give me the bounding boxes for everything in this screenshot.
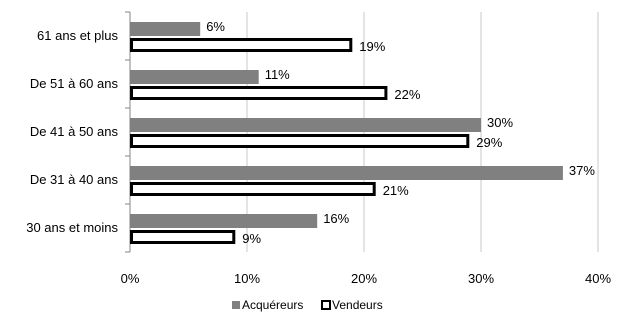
x-tick-label: 20% (351, 271, 377, 286)
category-label: 61 ans et plus (37, 28, 118, 43)
data-label-vendeurs: 21% (383, 183, 409, 198)
data-label-vendeurs: 29% (476, 135, 502, 150)
data-label-acquereurs: 6% (206, 19, 225, 34)
bar-acquereurs (130, 70, 259, 84)
legend-label-vendeurs: Vendeurs (332, 298, 383, 312)
data-label-acquereurs: 30% (487, 115, 513, 130)
bar-vendeurs (130, 230, 236, 244)
data-label-vendeurs: 19% (359, 39, 385, 54)
legend: Acquéreurs Vendeurs (232, 298, 383, 312)
category-labels: 61 ans et plus De 51 à 60 ans De 41 à 50 a… (26, 28, 118, 235)
legend-label-acquereurs: Acquéreurs (242, 298, 303, 312)
data-labels: 6% 19% 11% 22% 30% 29% 37% 21% 16% 9% (206, 19, 595, 246)
category-label: De 51 à 60 ans (30, 76, 119, 91)
legend-swatch-acquereurs (232, 301, 240, 309)
bar-vendeurs (130, 134, 470, 148)
bar-acquereurs (130, 22, 201, 36)
x-tick-labels: 0% 10% 20% 30% 40% (121, 271, 612, 286)
bar-acquereurs (130, 166, 563, 180)
data-label-vendeurs: 22% (394, 87, 420, 102)
bar-vendeurs (130, 86, 388, 100)
bar-vendeurs (130, 38, 353, 52)
category-label: De 41 à 50 ans (30, 124, 119, 139)
category-label: 30 ans et moins (26, 220, 118, 235)
category-label: De 31 à 40 ans (30, 172, 119, 187)
bar-acquereurs (130, 214, 318, 228)
x-tick-label: 10% (234, 271, 260, 286)
data-label-acquereurs: 11% (265, 67, 290, 82)
legend-swatch-vendeurs (321, 300, 331, 310)
bars (130, 22, 563, 244)
x-tick-label: 0% (121, 271, 140, 286)
data-label-acquereurs: 16% (323, 211, 349, 226)
bar-vendeurs (130, 182, 376, 196)
bar-acquereurs (130, 118, 481, 132)
data-label-vendeurs: 9% (242, 231, 261, 246)
x-tick-label: 30% (468, 271, 494, 286)
x-tick-label: 40% (585, 271, 611, 286)
data-label-acquereurs: 37% (569, 163, 595, 178)
